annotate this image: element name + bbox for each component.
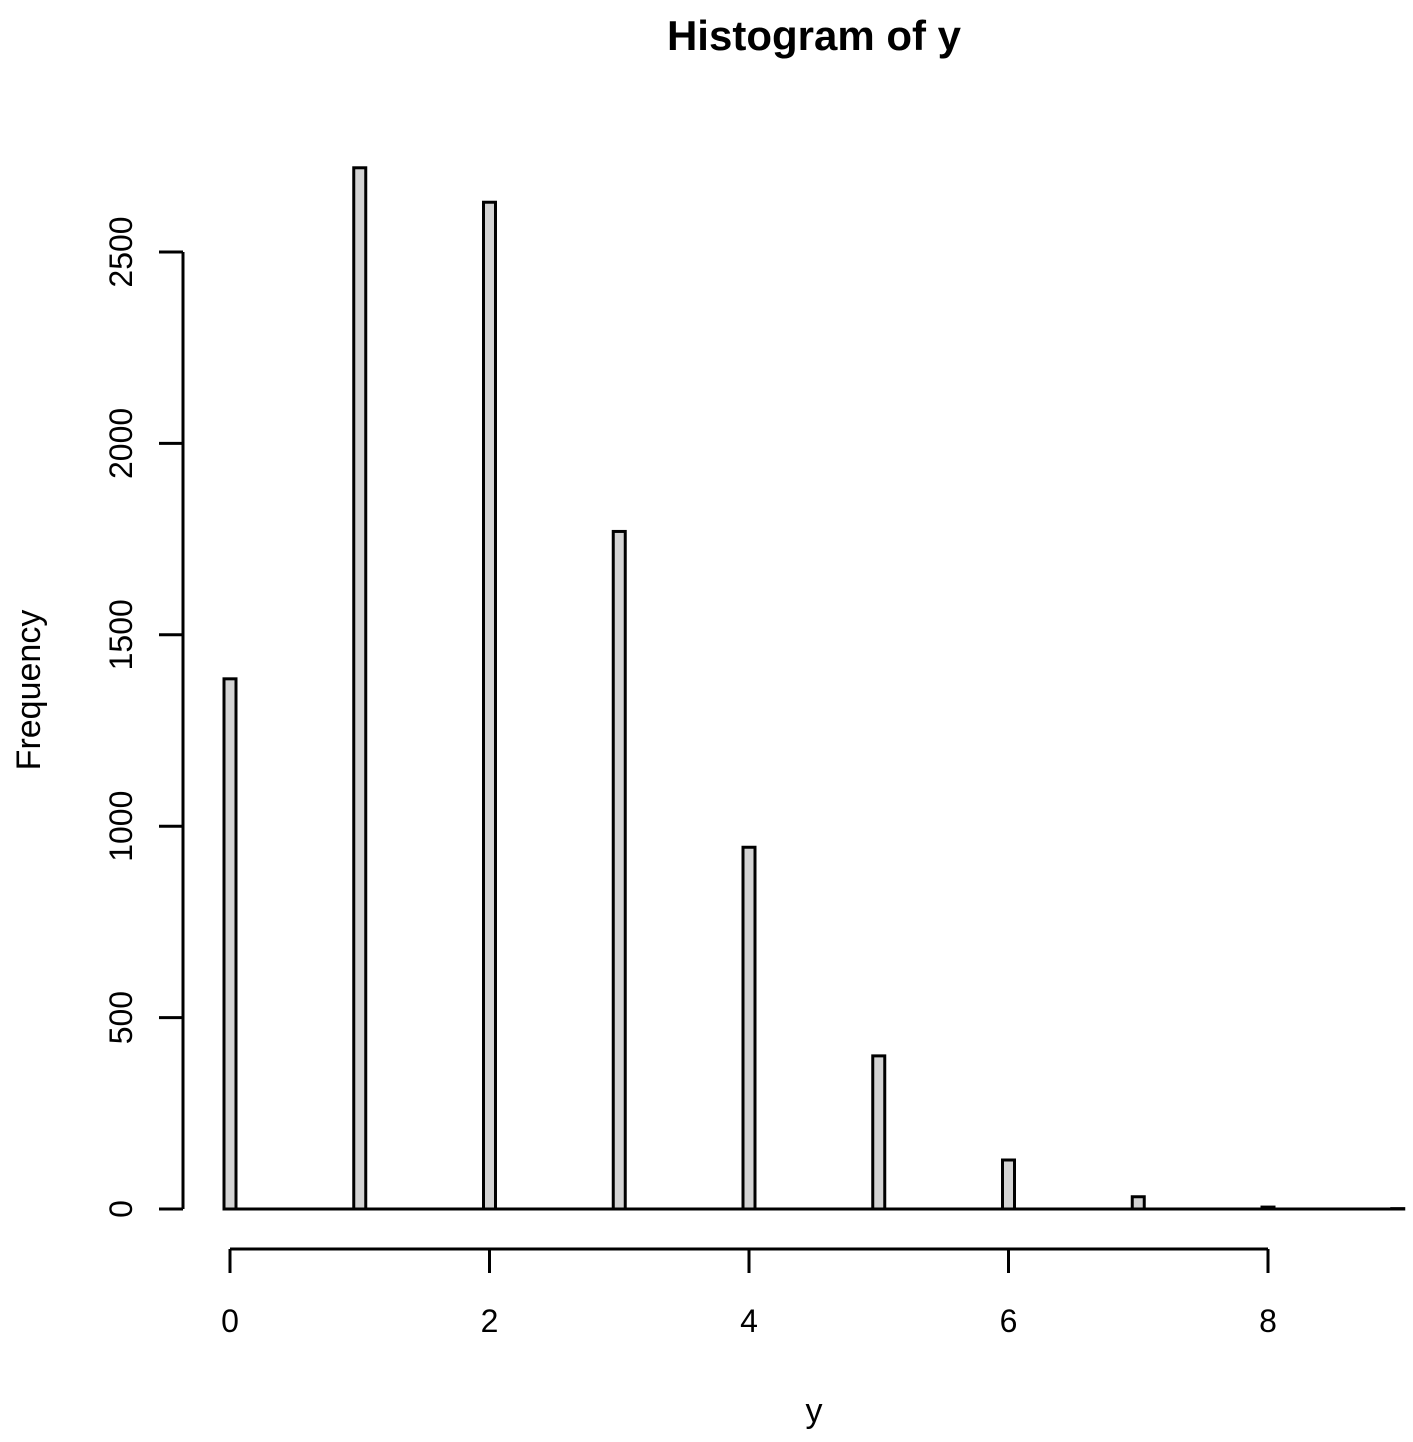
bars-group (222, 166, 1406, 1211)
x-tick-label: 2 (481, 1303, 499, 1339)
x-axis: 0 2 4 6 8 (221, 1247, 1277, 1339)
y-tick-label: 500 (103, 991, 139, 1044)
y-axis: 0 500 1000 1500 2000 2500 (103, 216, 185, 1218)
histogram-bar (741, 845, 757, 1211)
histogram-bar (1130, 1195, 1146, 1211)
histogram-bar (871, 1054, 887, 1211)
histogram-bar (1001, 1158, 1016, 1211)
x-tick-label: 0 (221, 1303, 239, 1339)
x-tick-label: 6 (1000, 1303, 1018, 1339)
histogram-bar (611, 529, 627, 1211)
x-tick-label: 4 (740, 1303, 758, 1339)
y-tick-label: 0 (103, 1200, 139, 1218)
histogram-bar (482, 200, 497, 1211)
y-tick-label: 1000 (103, 791, 139, 862)
y-tick-label: 2500 (103, 216, 139, 287)
y-axis-label: Frequency (10, 610, 48, 771)
x-tick-label: 8 (1259, 1303, 1277, 1339)
y-tick-label: 2000 (103, 408, 139, 479)
histogram-bar (222, 677, 238, 1211)
y-tick-label: 1500 (103, 599, 139, 670)
x-axis-label: y (806, 1392, 823, 1430)
chart-title: Histogram of y (667, 12, 962, 59)
histogram-bar (352, 166, 368, 1211)
